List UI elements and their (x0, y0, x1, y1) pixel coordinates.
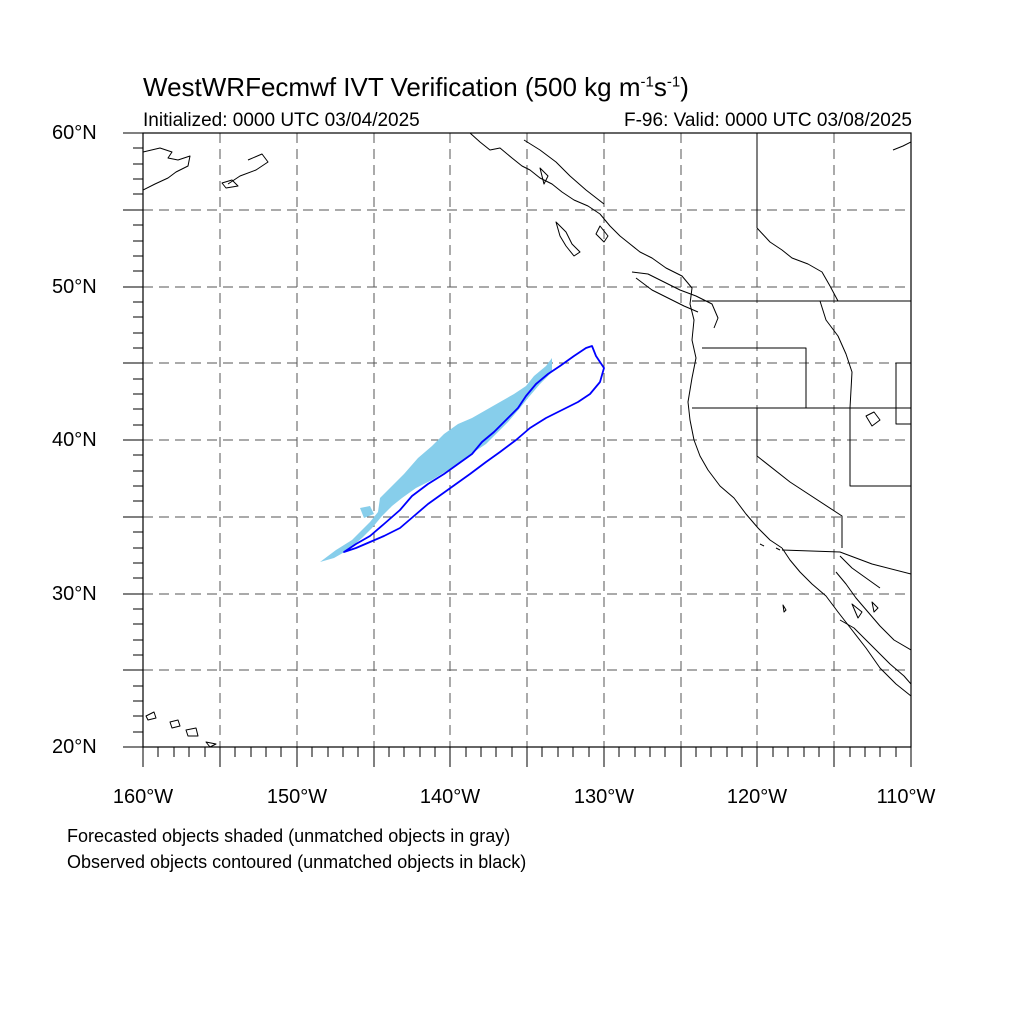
lat-label-50n: 50°N (52, 276, 97, 298)
coastlines (143, 133, 911, 747)
observed-note: Observed objects contoured (unmatched ob… (67, 852, 527, 872)
lat-label-30n: 30°N (52, 583, 97, 605)
lat-label-60n: 60°N (52, 122, 97, 144)
observed-object-contour (343, 345, 605, 553)
valid-time: F-96: Valid: 0000 UTC 03/08/2025 (624, 110, 912, 131)
graticule (143, 133, 911, 747)
lon-label-140w: 140°W (419, 786, 481, 808)
figure-title: WestWRFecmwf IVT Verification (500 kg m-… (143, 72, 689, 102)
initialized-time: Initialized: 0000 UTC 03/04/2025 (143, 110, 420, 131)
forecast-note: Forecasted objects shaded (unmatched obj… (67, 826, 511, 846)
lon-label-130w: 130°W (573, 786, 635, 808)
lon-label-110w: 110°W (876, 786, 936, 808)
tick-marks (123, 132, 912, 767)
lat-label-20n: 20°N (52, 736, 97, 758)
lon-label-150w: 150°W (266, 786, 328, 808)
lat-label-40n: 40°N (52, 429, 97, 451)
lon-label-160w: 160°W (112, 786, 174, 808)
forecast-object-fragment (360, 506, 374, 518)
forecast-object-shading (320, 358, 552, 562)
lon-label-120w: 120°W (726, 786, 788, 808)
